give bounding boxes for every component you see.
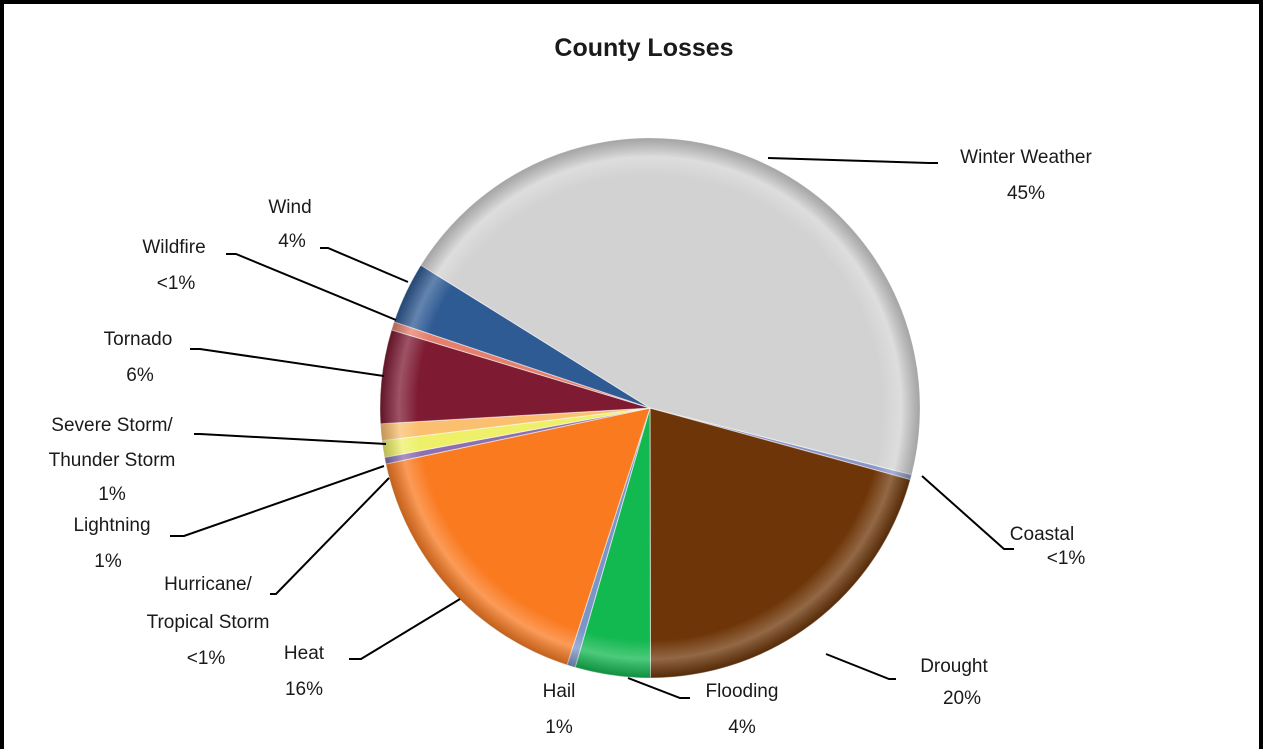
slice-label-wildfire: Wildfire <1% — [142, 237, 205, 294]
leader-line-hurricane-tropical-storm — [270, 477, 390, 595]
slice-name: Wind — [268, 197, 311, 218]
slice-percent: <1% — [157, 273, 196, 294]
slice-name: Tornado — [104, 329, 173, 350]
slice-label-severe-storm-thunder-storm: Severe Storm/Thunder Storm 1% — [49, 415, 176, 505]
slice-label-hail: Hail 1% — [543, 681, 576, 738]
leader-line-wind — [320, 247, 409, 283]
slice-label-lightning: Lightning 1% — [73, 515, 150, 572]
slice-percent: 4% — [278, 231, 306, 252]
slice-name: Lightning — [73, 515, 150, 536]
slice-percent: <1% — [187, 648, 226, 669]
slice-percent: 16% — [285, 679, 323, 700]
leader-line-coastal — [921, 475, 1014, 550]
slice-name: Coastal — [1010, 524, 1074, 545]
slice-label-coastal: Coastal <1% — [1010, 524, 1086, 569]
slice-name: Thunder Storm — [49, 450, 176, 471]
slice-label-hurricane-tropical-storm: Hurricane/Tropical Storm <1% — [147, 574, 270, 669]
leader-line-flooding — [627, 677, 690, 699]
slice-label-flooding: Flooding 4% — [706, 681, 779, 738]
leader-line-tornado — [190, 348, 385, 377]
leader-line-severe-storm-thunder-storm — [194, 433, 387, 445]
slice-name: Drought — [920, 656, 988, 677]
chart-title: County Losses — [554, 34, 733, 62]
pie-chart: County Losses Coastal <1% Drought 20% Floodi… — [49, 34, 1093, 738]
slice-name: Severe Storm/ — [51, 415, 173, 436]
slice-percent: 20% — [943, 688, 981, 709]
slice-name: Tropical Storm — [147, 612, 270, 633]
slice-name: Hail — [543, 681, 576, 702]
leader-line-drought — [825, 653, 896, 680]
leader-line-winter-weather — [767, 157, 938, 164]
slice-name: Hurricane/ — [164, 574, 252, 595]
leader-line-lightning — [170, 465, 385, 537]
leader-line-heat — [349, 598, 461, 660]
slice-name: Winter Weather — [960, 147, 1092, 168]
slice-percent: <1% — [1047, 548, 1086, 569]
leader-line-wildfire — [226, 253, 397, 321]
slice-label-drought: Drought 20% — [920, 656, 988, 709]
slice-percent: 4% — [728, 717, 756, 738]
slice-label-winter-weather: Winter Weather 45% — [960, 147, 1092, 204]
slice-name: Wildfire — [142, 237, 205, 258]
slice-labels: Coastal <1% Drought 20% Flooding 4% Hail 1% Heat… — [49, 147, 1093, 738]
leader-lines — [170, 157, 1014, 699]
slice-percent: 1% — [545, 717, 573, 738]
slice-percent: 1% — [98, 484, 126, 505]
slice-percent: 6% — [126, 365, 154, 386]
slice-label-heat: Heat 16% — [284, 643, 325, 700]
slice-name: Heat — [284, 643, 325, 664]
slice-percent: 1% — [94, 551, 122, 572]
slice-name: Flooding — [706, 681, 779, 702]
slice-label-wind: Wind 4% — [268, 197, 311, 252]
pie-shading — [380, 138, 920, 678]
slice-percent: 45% — [1007, 183, 1045, 204]
slice-label-tornado: Tornado 6% — [104, 329, 173, 386]
